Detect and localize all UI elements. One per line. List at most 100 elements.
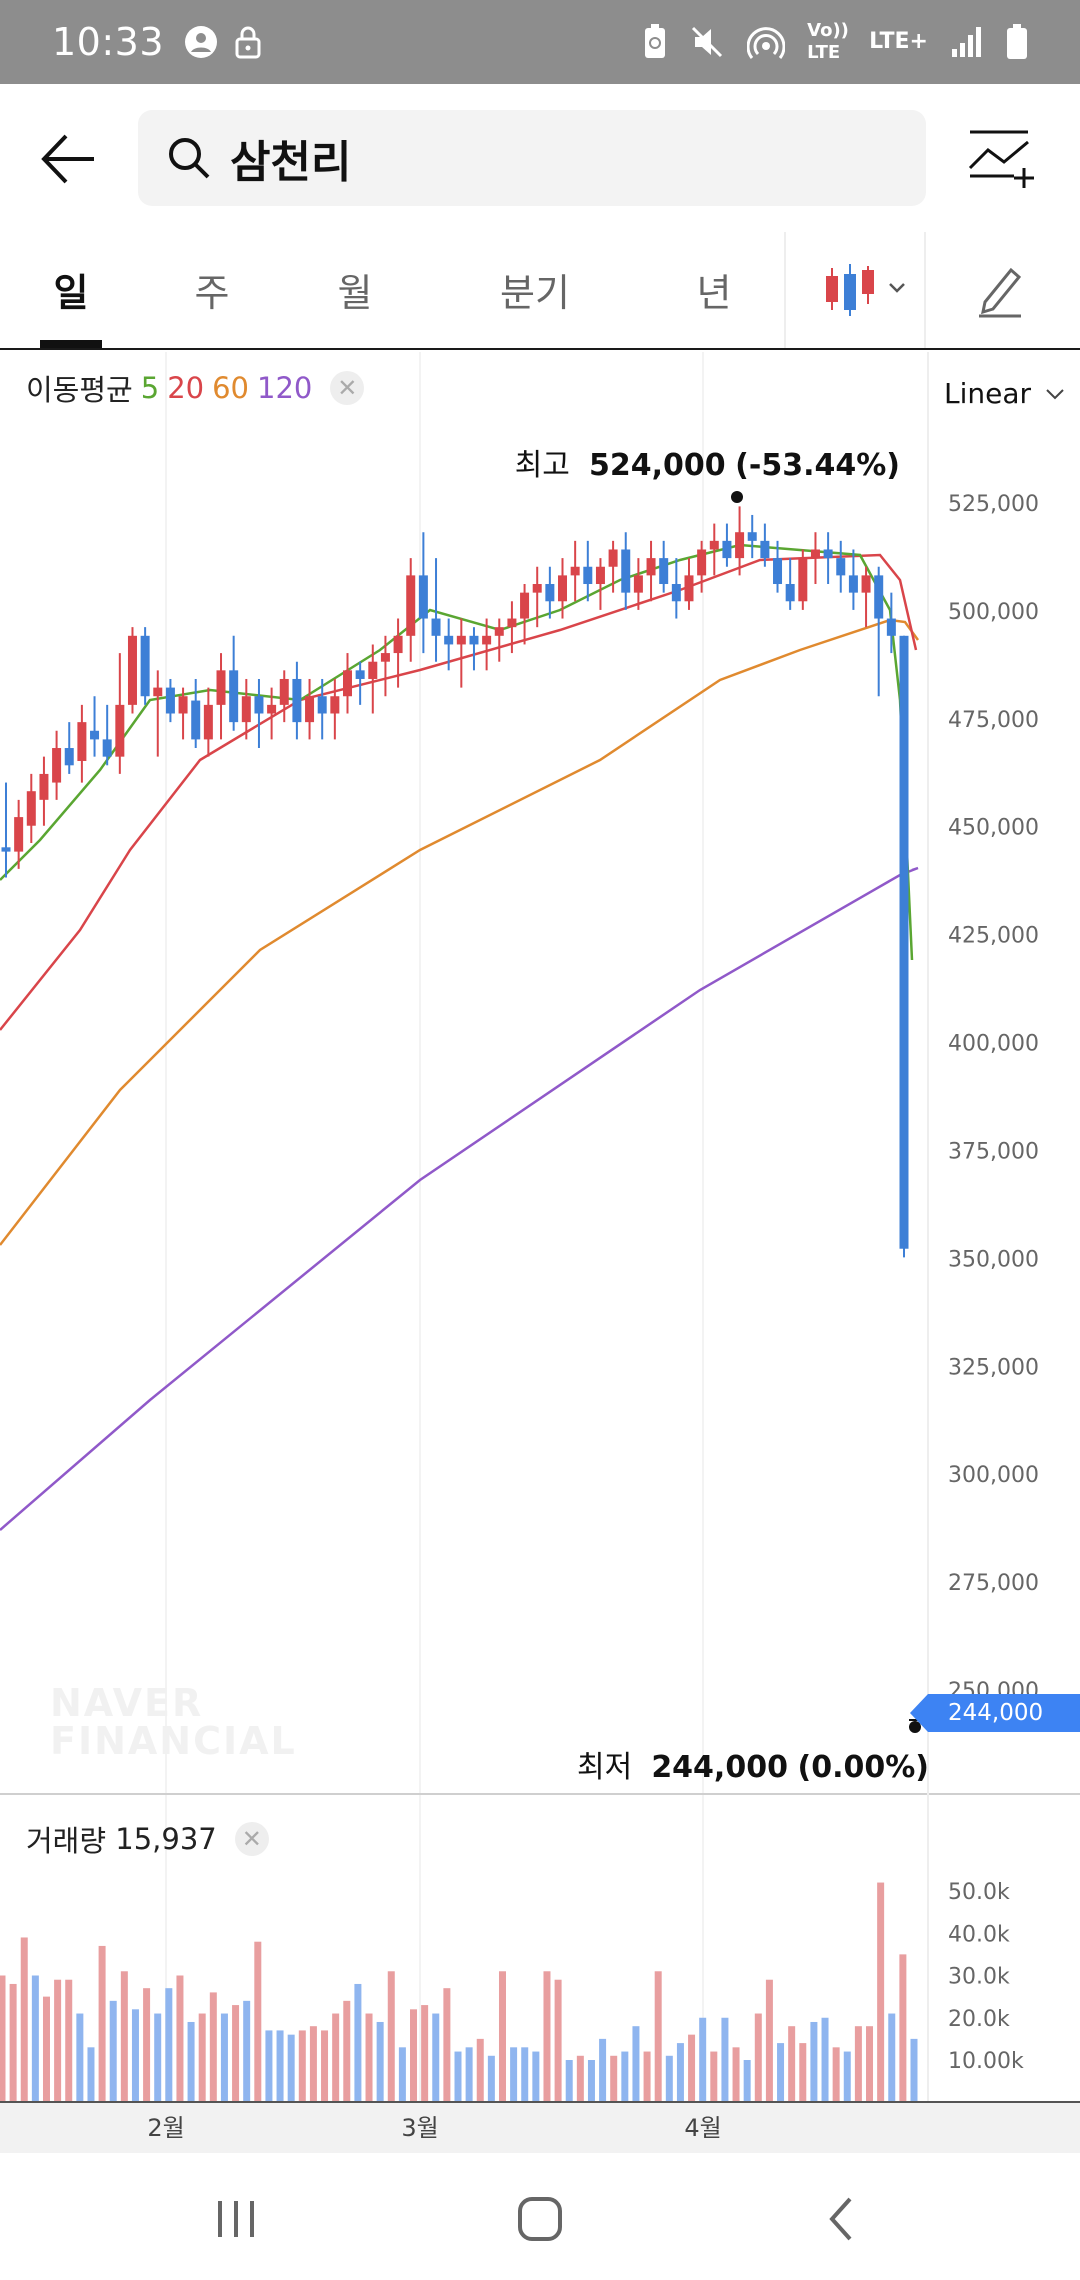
- period-tabs: 일 주 월 분기 년: [0, 232, 1080, 350]
- volume-bar: [476, 2038, 484, 2102]
- volume-bar: [732, 2047, 740, 2102]
- low-value: 244,000: [651, 1750, 788, 1785]
- candle-body: [722, 540, 732, 559]
- top-bar: 삼천리: [0, 84, 1080, 232]
- volume-bar: [131, 2009, 139, 2102]
- volume-bar: [599, 2038, 607, 2102]
- volume-bar: [888, 2013, 896, 2102]
- candle-body: [1, 847, 11, 852]
- volume-bar: [9, 1983, 17, 2102]
- watermark-line1: NAVER: [50, 1681, 204, 1725]
- candle-body: [140, 635, 150, 697]
- status-bar: 10:33 Vo)) LTE LTE+: [0, 0, 1080, 84]
- high-label: 최고 524,000 (-53.44%): [515, 440, 900, 484]
- home-icon[interactable]: [510, 2189, 570, 2249]
- volume-bar: [154, 2013, 162, 2102]
- chart-type-icon[interactable]: [822, 262, 912, 318]
- candle-body: [570, 566, 580, 576]
- tab-year[interactable]: 년: [696, 271, 732, 315]
- candle-body: [64, 748, 74, 766]
- candle-body: [203, 704, 213, 740]
- volume-bar: [42, 1996, 50, 2102]
- tab-day[interactable]: 일: [53, 271, 89, 315]
- network-type: LTE+: [869, 29, 928, 54]
- scale-selector[interactable]: Linear: [944, 377, 1065, 410]
- battery-icon: [1007, 24, 1027, 59]
- moving-average-legend: 이동평균 5 20 60 120 ✕: [26, 367, 365, 409]
- x-tick-label: 4월: [684, 2114, 721, 2142]
- volume-bar: [777, 2043, 785, 2102]
- candle-body: [545, 584, 555, 602]
- high-change: (-53.44%): [735, 448, 900, 483]
- candle-body: [292, 678, 302, 723]
- candle-body: [355, 670, 365, 679]
- candle-body: [482, 635, 492, 645]
- volume-bar: [0, 1975, 6, 2102]
- back-icon[interactable]: [812, 2189, 872, 2249]
- y-tick-label: 300,000: [948, 1463, 1039, 1488]
- volume-bar: [187, 2021, 195, 2102]
- watermark: NAVER FINANCIAL: [50, 1684, 297, 1760]
- candle-body: [267, 704, 277, 714]
- volume-bar: [54, 1979, 62, 2102]
- volume-bar: [398, 2047, 406, 2102]
- volume-bar: [465, 2047, 473, 2102]
- battery-saver-icon: [645, 24, 666, 58]
- back-arrow-icon[interactable]: [36, 126, 102, 192]
- system-nav-bar: [0, 2152, 1080, 2280]
- volume-legend: 거래량 15,937 ✕: [26, 1818, 269, 1860]
- add-chart-icon[interactable]: [966, 128, 1036, 190]
- volume-bar: [754, 2013, 762, 2102]
- candle-body: [798, 558, 808, 602]
- volume-bar: [176, 1975, 184, 2102]
- candle-body: [77, 722, 87, 761]
- tab-divider: [784, 232, 786, 348]
- low-label: 최저 244,000 (0.00%): [577, 1742, 929, 1786]
- candle-body: [747, 532, 757, 541]
- candle-body: [406, 575, 416, 636]
- candle-body: [469, 635, 479, 645]
- x-tick-label: 2월: [147, 2114, 184, 2142]
- volume-bar: [521, 2047, 529, 2102]
- candle-body: [330, 696, 340, 714]
- price-chart[interactable]: 525,000 500,000 475,000 450,000 425,000 400,0…: [0, 352, 1080, 2152]
- candle-body: [595, 566, 605, 585]
- candle-body: [254, 696, 264, 714]
- y-tick-label: 325,000: [948, 1355, 1039, 1380]
- ma-120-label: 120: [257, 371, 313, 405]
- candle-body: [393, 635, 403, 654]
- candle-body: [899, 635, 909, 1249]
- volume-bar: [243, 2000, 251, 2102]
- watermark-line2: FINANCIAL: [50, 1719, 297, 1763]
- y-tick-label: 425,000: [948, 924, 1039, 949]
- candle-body: [39, 773, 49, 800]
- tab-week[interactable]: 주: [194, 271, 230, 315]
- ma-title: 이동평균: [26, 373, 133, 407]
- volume-bar: [165, 1988, 173, 2102]
- search-icon: [169, 138, 210, 179]
- y-tick-label: 500,000: [948, 600, 1039, 625]
- search-box[interactable]: 삼천리: [138, 110, 926, 206]
- candle-body: [874, 575, 884, 619]
- volume-bar: [576, 2055, 584, 2102]
- tab-month[interactable]: 월: [337, 271, 373, 315]
- candle-body: [115, 704, 125, 757]
- close-ma-icon[interactable]: ✕: [330, 371, 365, 405]
- volume-tick-label: 10.00k: [948, 2049, 1024, 2074]
- volume-bar: [109, 2000, 117, 2102]
- volume-bar: [543, 1971, 551, 2102]
- recent-apps-icon[interactable]: [206, 2189, 266, 2249]
- pencil-icon[interactable]: [975, 262, 1025, 318]
- volume-bar: [410, 2009, 418, 2102]
- close-volume-icon[interactable]: ✕: [234, 1822, 269, 1856]
- candle-body: [709, 540, 719, 550]
- candle-body: [14, 817, 24, 852]
- chevron-down-icon: [1046, 388, 1064, 399]
- volume-bar: [498, 1971, 506, 2102]
- candle-body: [621, 549, 631, 593]
- tab-quarter[interactable]: 분기: [500, 271, 570, 315]
- volume-bar: [432, 2013, 440, 2102]
- volte-indicator: Vo)) LTE: [807, 20, 849, 63]
- candle-body: [241, 696, 251, 723]
- mute-icon: [692, 26, 723, 58]
